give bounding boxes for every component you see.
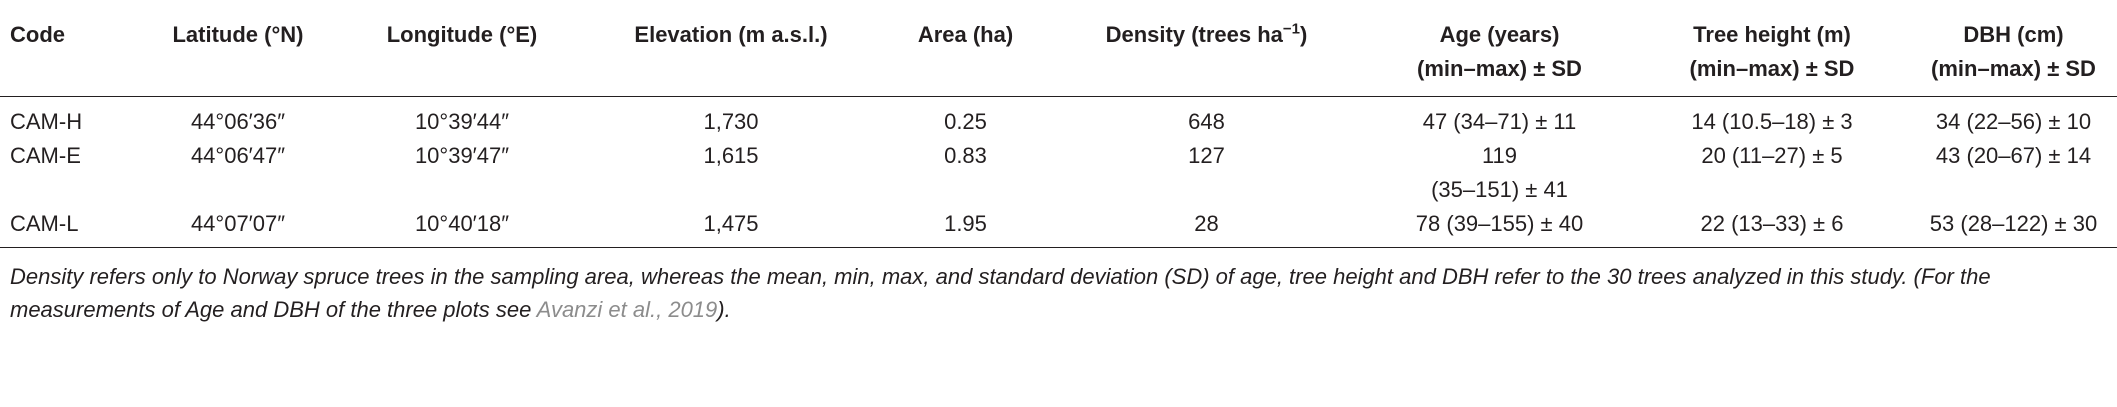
table-cell: 10°39′47″ — [345, 139, 579, 207]
table-cell: 43 (20–67) ± 14 — [1910, 139, 2117, 207]
cell-line: CAM-H — [10, 109, 83, 134]
table-cell: 1,475 — [579, 207, 883, 248]
table-cell: 1,730 — [579, 97, 883, 140]
header-cell: Elevation (m a.s.l.) — [579, 10, 883, 97]
cell-line: 78 (39–155) ± 40 — [1415, 211, 1584, 236]
table-row: CAM-H 44°06′36″ 10°39′44″ 1,730 0.25 648 47 (3… — [0, 97, 2117, 140]
table-header: Code Latitude (°N) Longitude (°E) Elevation… — [0, 10, 2117, 97]
header-cell: Density (trees ha−1) — [1048, 10, 1365, 97]
header-line: Elevation (m a.s.l.) — [634, 22, 828, 47]
header-text: ) — [1300, 22, 1308, 47]
cell-line: 1,475 — [703, 211, 759, 236]
cell-line: (35–151) ± 41 — [1431, 177, 1568, 202]
cell-line: 44°06′36″ — [190, 109, 286, 134]
header-row: Code Latitude (°N) Longitude (°E) Elevation… — [0, 10, 2117, 97]
table-cell: 10°39′44″ — [345, 97, 579, 140]
cell-line: 0.83 — [944, 143, 987, 168]
header-line: Area (ha) — [917, 22, 1014, 47]
row-code: CAM-H — [0, 97, 131, 140]
header-cell: Longitude (°E) — [345, 10, 579, 97]
citation-link[interactable]: Avanzi et al., 2019 — [536, 297, 718, 322]
cell-line: 1.95 — [944, 211, 987, 236]
table-row: CAM-L 44°07′07″ 10°40′18″ 1,475 1.95 28 78 (39… — [0, 207, 2117, 248]
cell-line: 28 — [1194, 211, 1219, 236]
cell-line: 43 (20–67) ± 14 — [1935, 143, 2092, 168]
table-cell: 28 — [1048, 207, 1365, 248]
cell-line: 1,615 — [703, 143, 759, 168]
table-cell: 47 (34–71) ± 11 — [1365, 97, 1634, 140]
header-text: Density (trees ha — [1105, 22, 1283, 47]
table-cell: 1.95 — [883, 207, 1048, 248]
header-line: (min–max) ± SD — [1931, 56, 2096, 81]
table-cell: 53 (28–122) ± 30 — [1910, 207, 2117, 248]
header-cell: Latitude (°N) — [131, 10, 345, 97]
cell-line: 34 (22–56) ± 10 — [1935, 109, 2092, 134]
header-cell: DBH (cm) (min–max) ± SD — [1910, 10, 2117, 97]
table-cell: 20 (11–27) ± 5 — [1634, 139, 1910, 207]
cell-line: 53 (28–122) ± 30 — [1929, 211, 2098, 236]
header-line: (min–max) ± SD — [1417, 56, 1582, 81]
header-line: Longitude (°E) — [386, 22, 538, 47]
cell-line: 10°40′18″ — [414, 211, 510, 236]
table-cell: 648 — [1048, 97, 1365, 140]
table-cell: 78 (39–155) ± 40 — [1365, 207, 1634, 248]
row-code: CAM-E — [0, 139, 131, 207]
table-cell: 10°40′18″ — [345, 207, 579, 248]
cell-line: 127 — [1188, 143, 1225, 168]
table-cell: 44°06′36″ — [131, 97, 345, 140]
header-line: Age (years) — [1439, 22, 1560, 47]
row-code: CAM-L — [0, 207, 131, 248]
cell-line: 20 (11–27) ± 5 — [1701, 143, 1843, 168]
header-line: Latitude (°N) — [172, 22, 304, 47]
table-cell: 1,615 — [579, 139, 883, 207]
cell-line: 47 (34–71) ± 11 — [1422, 109, 1577, 134]
data-table: Code Latitude (°N) Longitude (°E) Elevation… — [0, 10, 2117, 248]
cell-line: CAM-L — [10, 211, 79, 236]
cell-line: 119 — [1481, 143, 1518, 168]
cell-line: 44°06′47″ — [190, 143, 286, 168]
cell-line: 44°07′07″ — [190, 211, 286, 236]
table-cell: 44°06′47″ — [131, 139, 345, 207]
header-cell: Age (years) (min–max) ± SD — [1365, 10, 1634, 97]
cell-line: 22 (13–33) ± 6 — [1700, 211, 1844, 236]
caption: Density refers only to Norway spruce tre… — [0, 248, 2117, 326]
caption-tail: ). — [717, 297, 731, 322]
cell-line: 0.25 — [944, 109, 987, 134]
table-cell: 0.83 — [883, 139, 1048, 207]
header-superscript: −1 — [1282, 20, 1301, 38]
cell-line: 10°39′47″ — [414, 143, 510, 168]
table-body: CAM-H 44°06′36″ 10°39′44″ 1,730 0.25 648 47 (3… — [0, 97, 2117, 248]
header-line: Code — [10, 22, 65, 47]
cell-line: 1,730 — [703, 109, 759, 134]
header-cell: Area (ha) — [883, 10, 1048, 97]
table-cell: 44°07′07″ — [131, 207, 345, 248]
table-cell: 119 (35–151) ± 41 — [1365, 139, 1634, 207]
table-cell: 22 (13–33) ± 6 — [1634, 207, 1910, 248]
table-figure: Code Latitude (°N) Longitude (°E) Elevation… — [0, 10, 2117, 326]
header-line: DBH (cm) — [1963, 22, 2064, 47]
header-line: Tree height (m) — [1693, 22, 1851, 47]
table-row: CAM-E 44°06′47″ 10°39′47″ 1,615 0.83 127 119 (3… — [0, 139, 2117, 207]
table-cell: 127 — [1048, 139, 1365, 207]
table-cell: 34 (22–56) ± 10 — [1910, 97, 2117, 140]
table-cell: 14 (10.5–18) ± 3 — [1634, 97, 1910, 140]
table-cell: 0.25 — [883, 97, 1048, 140]
cell-line: 14 (10.5–18) ± 3 — [1691, 109, 1853, 134]
header-cell: Tree height (m) (min–max) ± SD — [1634, 10, 1910, 97]
header-cell: Code — [0, 10, 131, 97]
caption-text: Density refers only to Norway spruce tre… — [10, 264, 1991, 322]
header-line: (min–max) ± SD — [1689, 56, 1855, 81]
cell-line: 648 — [1188, 109, 1225, 134]
cell-line: 10°39′44″ — [414, 109, 510, 134]
cell-line: CAM-E — [10, 143, 81, 168]
